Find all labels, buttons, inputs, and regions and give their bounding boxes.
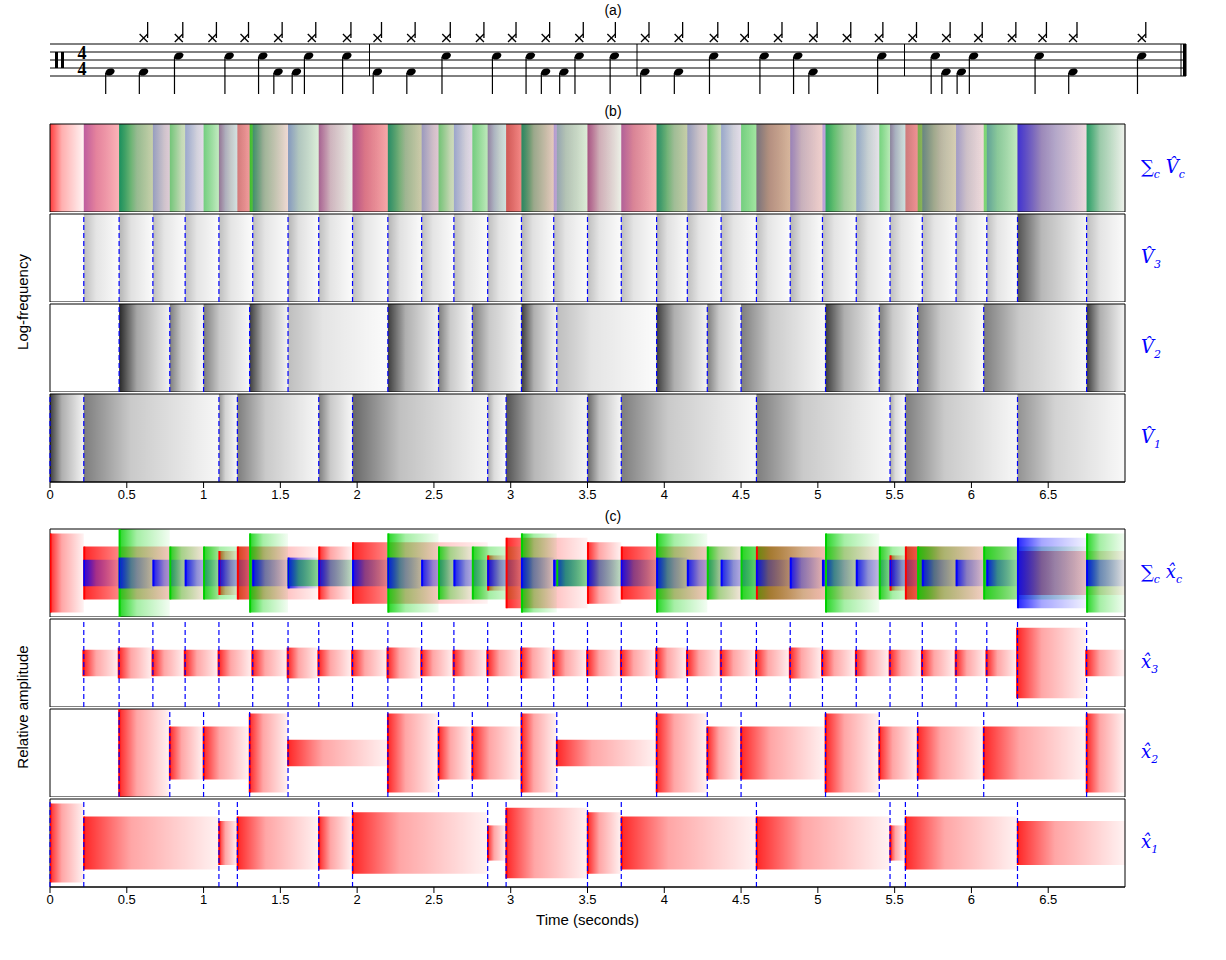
svg-text:5: 5 bbox=[814, 892, 821, 907]
svg-text:0.5: 0.5 bbox=[118, 487, 136, 502]
svg-text:1.5: 1.5 bbox=[271, 487, 289, 502]
svg-text:4.5: 4.5 bbox=[732, 892, 750, 907]
svg-text:0.5: 0.5 bbox=[118, 892, 136, 907]
svg-text:3: 3 bbox=[507, 487, 514, 502]
svg-text:1: 1 bbox=[200, 487, 207, 502]
html-text:V̂2: V̂2 bbox=[1141, 336, 1161, 361]
svg-text:6.5: 6.5 bbox=[1039, 487, 1057, 502]
html-text:∑c x̂c: ∑c x̂c bbox=[1141, 561, 1183, 586]
svg-text:6.5: 6.5 bbox=[1039, 892, 1057, 907]
svg-text:2: 2 bbox=[354, 487, 361, 502]
svg-text:2.5: 2.5 bbox=[425, 892, 443, 907]
svg-text:0: 0 bbox=[46, 487, 53, 502]
svg-text:1: 1 bbox=[200, 892, 207, 907]
html-text:Time (seconds): Time (seconds) bbox=[536, 911, 639, 928]
svg-text:6: 6 bbox=[968, 892, 975, 907]
svg-text:5.5: 5.5 bbox=[886, 487, 904, 502]
html-text:(b): (b) bbox=[604, 103, 622, 119]
svg-text:0: 0 bbox=[46, 892, 53, 907]
html-text:x̂2: x̂2 bbox=[1141, 741, 1159, 766]
html-text:x̂1: x̂1 bbox=[1141, 831, 1159, 856]
svg-text:4: 4 bbox=[661, 892, 668, 907]
svg-text:4: 4 bbox=[661, 487, 668, 502]
html-text:Relative amplitude: Relative amplitude bbox=[13, 645, 31, 769]
svg-text:1.5: 1.5 bbox=[271, 892, 289, 907]
svg-text:5: 5 bbox=[814, 487, 821, 502]
html-text:Log-frequency: Log-frequency bbox=[13, 254, 31, 350]
svg-text:4: 4 bbox=[78, 59, 87, 79]
html-text:∑c V̂c: ∑c V̂c bbox=[1141, 156, 1185, 181]
svg-text:5.5: 5.5 bbox=[886, 892, 904, 907]
svg-text:3.5: 3.5 bbox=[578, 892, 596, 907]
html-text:V̂3: V̂3 bbox=[1141, 246, 1161, 271]
html-text:x̂3: x̂3 bbox=[1141, 651, 1159, 676]
html-text:(c): (c) bbox=[604, 508, 622, 524]
svg-text:2: 2 bbox=[354, 892, 361, 907]
svg-text:4: 4 bbox=[77, 43, 87, 63]
svg-text:2.5: 2.5 bbox=[425, 487, 443, 502]
svg-text:4.5: 4.5 bbox=[732, 487, 750, 502]
html-text:V̂1: V̂1 bbox=[1141, 426, 1161, 451]
svg-text:3: 3 bbox=[507, 892, 514, 907]
html-text:(a): (a) bbox=[604, 2, 622, 18]
svg-text:3.5: 3.5 bbox=[578, 487, 596, 502]
svg-text:6: 6 bbox=[968, 487, 975, 502]
